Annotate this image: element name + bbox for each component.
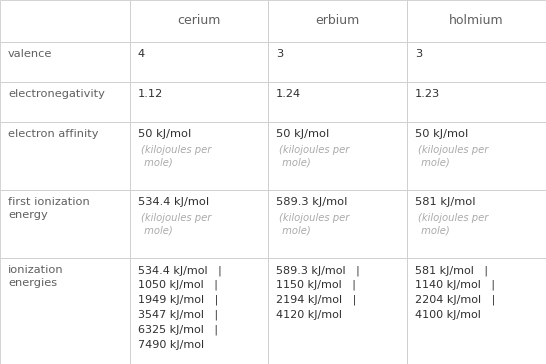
Bar <box>130 42 268 82</box>
Bar <box>0 190 130 258</box>
Bar <box>0 258 130 364</box>
Text: (kilojoules per
 mole): (kilojoules per mole) <box>418 145 488 167</box>
Text: 589.3 kJ/mol   |
1150 kJ/mol   |
2194 kJ/mol   |
4120 kJ/mol: 589.3 kJ/mol | 1150 kJ/mol | 2194 kJ/mol… <box>276 265 360 320</box>
Text: cerium: cerium <box>177 15 221 28</box>
Text: electron affinity: electron affinity <box>8 129 98 139</box>
Text: 1.24: 1.24 <box>276 89 301 99</box>
Text: (kilojoules per
 mole): (kilojoules per mole) <box>141 213 211 236</box>
Text: (kilojoules per
 mole): (kilojoules per mole) <box>141 145 211 167</box>
Bar <box>407 0 546 42</box>
Text: 1.12: 1.12 <box>138 89 163 99</box>
Bar <box>268 82 407 122</box>
Text: valence: valence <box>8 49 52 59</box>
Text: 581 kJ/mol: 581 kJ/mol <box>415 197 476 207</box>
Bar <box>0 42 130 82</box>
Text: 589.3 kJ/mol: 589.3 kJ/mol <box>276 197 347 207</box>
Text: 1.23: 1.23 <box>415 89 440 99</box>
Text: 3: 3 <box>276 49 283 59</box>
Text: 581 kJ/mol   |
1140 kJ/mol   |
2204 kJ/mol   |
4100 kJ/mol: 581 kJ/mol | 1140 kJ/mol | 2204 kJ/mol |… <box>415 265 495 320</box>
Bar <box>130 0 268 42</box>
Text: erbium: erbium <box>316 15 360 28</box>
Text: ionization
energies: ionization energies <box>8 265 64 288</box>
Text: 50 kJ/mol: 50 kJ/mol <box>138 129 191 139</box>
Bar <box>407 190 546 258</box>
Bar <box>407 82 546 122</box>
Bar <box>0 0 130 42</box>
Bar <box>0 82 130 122</box>
Text: electronegativity: electronegativity <box>8 89 105 99</box>
Bar <box>268 122 407 190</box>
Text: holmium: holmium <box>449 15 504 28</box>
Bar <box>407 122 546 190</box>
Text: (kilojoules per
 mole): (kilojoules per mole) <box>418 213 488 236</box>
Bar <box>268 42 407 82</box>
Text: (kilojoules per
 mole): (kilojoules per mole) <box>279 213 349 236</box>
Bar <box>130 82 268 122</box>
Text: first ionization
energy: first ionization energy <box>8 197 90 220</box>
Text: 534.4 kJ/mol: 534.4 kJ/mol <box>138 197 209 207</box>
Bar <box>130 258 268 364</box>
Text: (kilojoules per
 mole): (kilojoules per mole) <box>279 145 349 167</box>
Bar <box>130 122 268 190</box>
Bar <box>407 42 546 82</box>
Text: 4: 4 <box>138 49 145 59</box>
Text: 3: 3 <box>415 49 422 59</box>
Bar <box>268 0 407 42</box>
Bar <box>130 190 268 258</box>
Bar <box>407 258 546 364</box>
Text: 534.4 kJ/mol   |
1050 kJ/mol   |
1949 kJ/mol   |
3547 kJ/mol   |
6325 kJ/mol   |: 534.4 kJ/mol | 1050 kJ/mol | 1949 kJ/mol… <box>138 265 222 349</box>
Text: 50 kJ/mol: 50 kJ/mol <box>415 129 468 139</box>
Bar <box>268 258 407 364</box>
Bar <box>268 190 407 258</box>
Text: 50 kJ/mol: 50 kJ/mol <box>276 129 329 139</box>
Bar <box>0 122 130 190</box>
